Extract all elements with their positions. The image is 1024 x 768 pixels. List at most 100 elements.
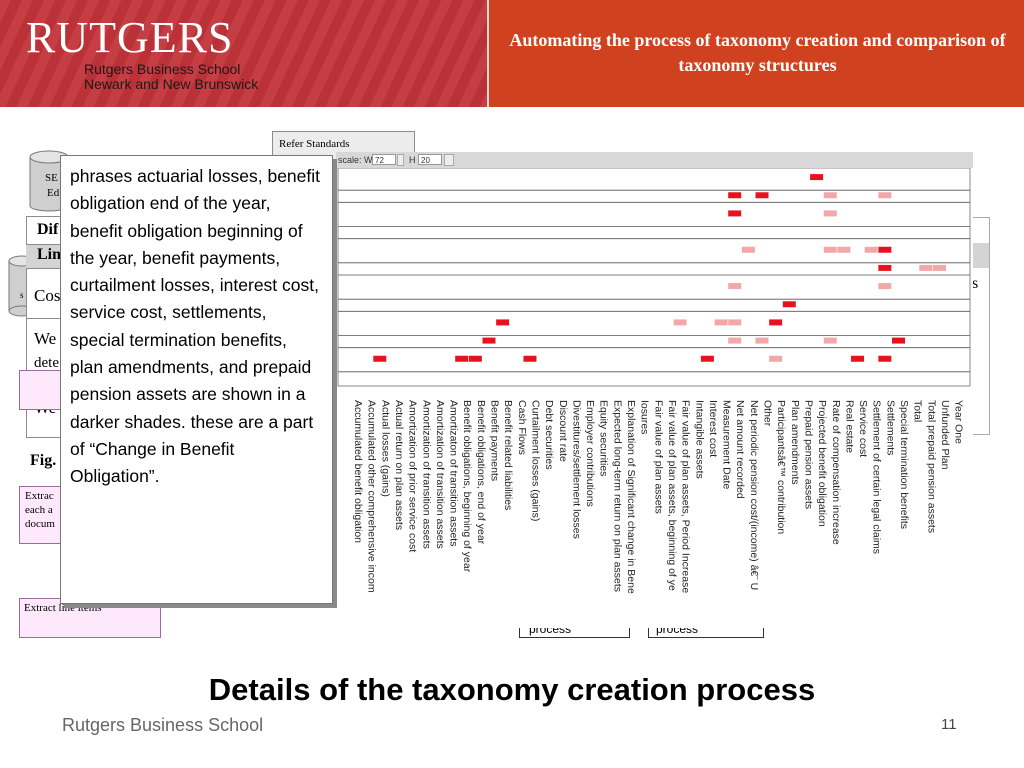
heatmap-cell <box>851 355 865 362</box>
heatmap-column-label: Total <box>912 400 924 422</box>
heatmap-cell <box>837 246 851 253</box>
heatmap-column-label: Year One <box>953 400 965 444</box>
heatmap-column-label: Special termination benefits <box>898 400 910 529</box>
heatmap-cell <box>823 246 837 253</box>
heatmap-cell <box>755 192 769 199</box>
extract-line-items-label: Extract line items <box>24 602 102 614</box>
school-line-1: Rutgers Business School <box>84 61 241 77</box>
heatmap-cell <box>728 337 742 344</box>
width-input[interactable]: 72 <box>372 154 396 165</box>
heatmap-cell <box>373 355 387 362</box>
figure-caption: Fig. <box>30 452 57 469</box>
heatmap-cell <box>919 264 933 271</box>
taxonomy-heatmap: scale: W 72 H 20 Accumulated benefit obl… <box>336 152 973 628</box>
heatmap-cell <box>932 264 946 271</box>
heatmap-cell <box>700 355 714 362</box>
heatmap-cell <box>864 246 878 253</box>
table-header-row <box>26 244 62 269</box>
chart-toolbar: scale: W 72 H 20 <box>336 152 973 168</box>
school-line-2: Newark and New Brunswick <box>84 76 259 92</box>
table-cell-dete: dete <box>34 355 59 371</box>
heatmap-column-label: Divestitures/settlement losses <box>570 400 582 539</box>
callout-text: phrases actuarial losses, benefit obliga… <box>70 166 320 487</box>
step-box <box>19 370 61 410</box>
extract-text-3: docum <box>25 518 55 530</box>
heatmap-column-label: Discount rate <box>557 400 569 462</box>
heatmap-column-label: Fair value of plan assets, Period Increa… <box>680 400 692 593</box>
heatmap-cell <box>878 264 892 271</box>
extract-text-1: Extrac <box>25 490 54 502</box>
heatmap-column-label: Prepaid pension assets <box>802 400 814 509</box>
height-spinner[interactable] <box>444 154 454 166</box>
heatmap-column-label: Benefit related liabilities <box>502 400 514 510</box>
heatmap-column-label: Amortizaton of transition assets <box>448 400 460 546</box>
heatmap-column-label: Employer contributions <box>584 400 596 507</box>
extract-step-box: Extrac each a docum <box>19 486 61 544</box>
heatmap-column-label: Explanation of Significant change in Ben… <box>625 400 637 594</box>
heatmap-cell <box>810 174 824 181</box>
heatmap-column-label: Equity securities <box>598 400 610 476</box>
heatmap-cell <box>741 246 755 253</box>
heatmap-cell <box>728 283 742 290</box>
rutgers-banner: RUTGERS Rutgers Business School Newark a… <box>0 0 487 107</box>
heatmap-column-label: Iosures <box>639 400 651 434</box>
table-divider <box>26 318 62 319</box>
table-cell-cos: Cos <box>34 286 61 305</box>
heatmap-cell <box>823 210 837 217</box>
page-number: 11 <box>941 716 957 733</box>
refer-standards-label: Refer Standards <box>279 138 350 150</box>
cylinder-label-1: SE <box>45 172 58 184</box>
cylinder-label-3: s <box>20 290 24 300</box>
heatmap-column-label: Amortization of prior service cost <box>407 400 419 552</box>
heatmap-plot-area <box>337 168 971 387</box>
heatmap-cell <box>728 210 742 217</box>
table-cell-dif: Dif <box>37 221 59 238</box>
heatmap-column-label: Accumulated benefit obligation <box>352 400 364 543</box>
height-label: H <box>409 155 416 165</box>
heatmap-column-label: Benefit payments <box>489 400 501 481</box>
heatmap-column-label: Accumulated other comprehensive incom <box>366 400 378 593</box>
heatmap-cell <box>523 355 537 362</box>
heatmap-column-label: Plan amendments <box>789 400 801 485</box>
heatmap-cell <box>455 355 469 362</box>
heatmap-cell <box>755 337 769 344</box>
heatmap-column-label: Measurement Date <box>721 400 733 489</box>
heatmap-cell <box>728 319 742 326</box>
heatmap-cell <box>878 192 892 199</box>
heatmap-column-label: Actual return on plan assets <box>393 400 405 530</box>
heatmap-cell <box>878 246 892 253</box>
slide-subtitle: Details of the taxonomy creation process <box>208 672 816 707</box>
heatmap-column-label: Rate of compensation increase <box>830 400 842 545</box>
heatmap-column-label: Real estate <box>843 400 855 453</box>
footer-school: Rutgers Business School <box>62 715 264 735</box>
rutgers-logo: RUTGERS <box>26 13 234 62</box>
callout-box: phrases actuarial losses, benefit obliga… <box>60 155 333 604</box>
heatmap-column-label: Participantsâ€™ contribution <box>775 400 787 534</box>
heatmap-column-label: Debt securities <box>543 400 555 469</box>
heatmap-column-label: Net amount recorded <box>734 400 746 499</box>
height-input[interactable]: 20 <box>418 154 442 165</box>
heatmap-cell <box>728 192 742 199</box>
heatmap-cell <box>714 319 728 326</box>
heatmap-cell <box>769 355 783 362</box>
heatmap-cell <box>823 192 837 199</box>
heatmap-cell <box>782 301 796 308</box>
width-spinner[interactable] <box>397 154 404 166</box>
heatmap-column-label: Settlements <box>884 400 896 455</box>
heatmap-column-label: Settlement of certain legal claims <box>871 400 883 554</box>
school-name: Rutgers Business School Newark and New B… <box>84 62 258 92</box>
heatmap-column-label: Fair value of plan assets, beginning of … <box>666 400 678 591</box>
heatmap-column-label: Amortization of transition assets <box>434 400 446 549</box>
heatmap-cell <box>769 319 783 326</box>
heatmap-column-label: Benefit obligations, beginning of year <box>461 400 473 573</box>
heatmap-column-label: Interest cost <box>707 400 719 457</box>
cylinder-label-2: Ed <box>47 187 60 199</box>
heatmap-column-label: Total prepaid pension assets <box>925 400 937 533</box>
right-table-text: s <box>972 275 979 292</box>
heatmap-column-label: Amortization of transition assets <box>420 400 432 549</box>
heatmap-cell <box>892 337 905 344</box>
slide-header: RUTGERS Rutgers Business School Newark a… <box>0 0 1024 107</box>
table-cell-we-1: We <box>34 329 57 348</box>
heatmap-column-label: Fair value of plan assets <box>652 400 664 514</box>
heatmap-cell <box>878 355 892 362</box>
